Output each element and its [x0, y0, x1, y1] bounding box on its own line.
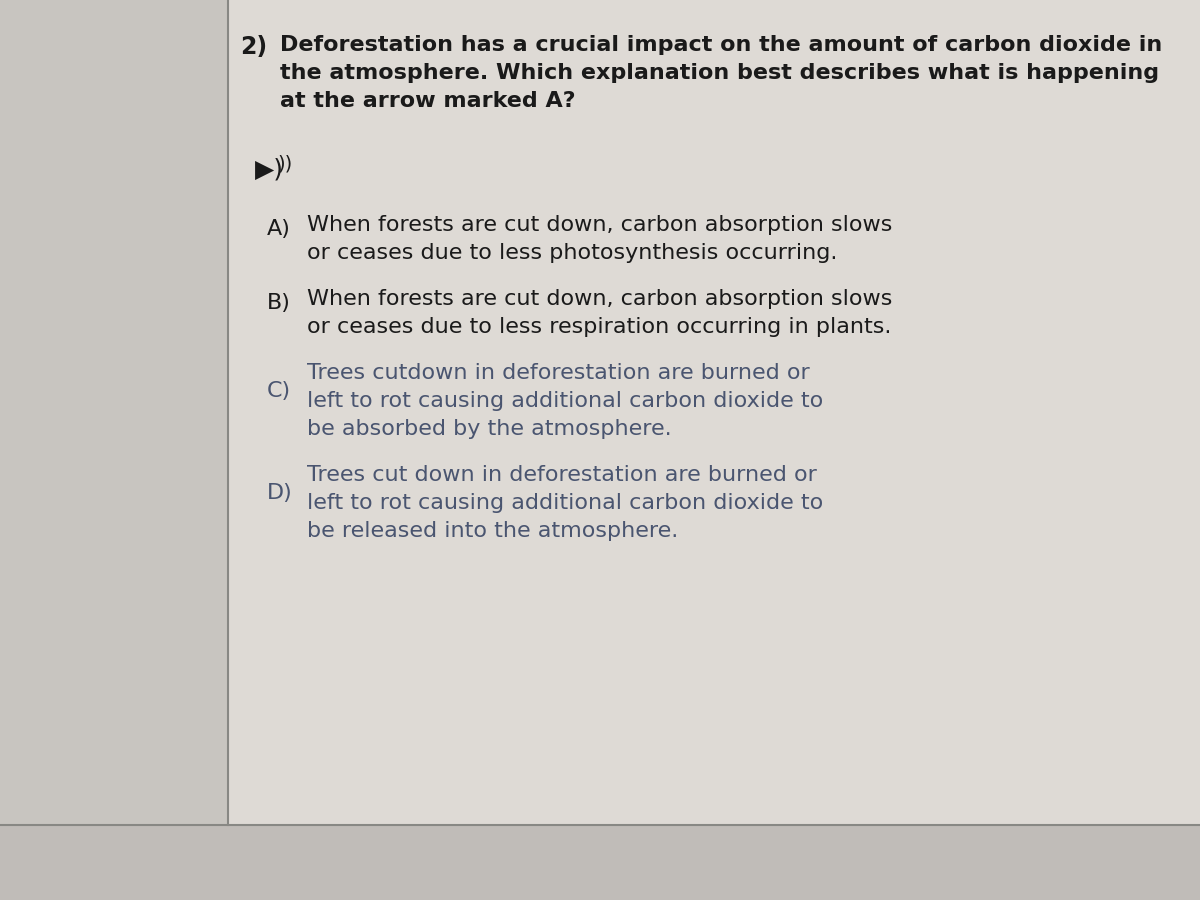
Bar: [228, 0, 1200, 825]
Text: the atmosphere. Which explanation best describes what is happening: the atmosphere. Which explanation best d…: [280, 63, 1159, 83]
Text: A): A): [266, 219, 290, 239]
Text: D): D): [266, 483, 293, 503]
Bar: [0, 0, 228, 825]
Text: 2): 2): [240, 35, 268, 59]
Text: When forests are cut down, carbon absorption slows: When forests are cut down, carbon absorp…: [307, 215, 893, 235]
Text: left to rot causing additional carbon dioxide to: left to rot causing additional carbon di…: [307, 493, 823, 513]
Text: be absorbed by the atmosphere.: be absorbed by the atmosphere.: [307, 419, 672, 439]
Text: B): B): [266, 293, 290, 313]
Text: left to rot causing additional carbon dioxide to: left to rot causing additional carbon di…: [307, 391, 823, 411]
Text: at the arrow marked A?: at the arrow marked A?: [280, 91, 576, 111]
Text: When forests are cut down, carbon absorption slows: When forests are cut down, carbon absorp…: [307, 289, 893, 309]
Text: ▶): ▶): [256, 158, 284, 182]
Text: Trees cutdown in deforestation are burned or: Trees cutdown in deforestation are burne…: [307, 363, 810, 383]
Text: be released into the atmosphere.: be released into the atmosphere.: [307, 521, 678, 541]
Text: or ceases due to less photosynthesis occurring.: or ceases due to less photosynthesis occ…: [307, 243, 838, 263]
Bar: [0, 825, 1200, 900]
Text: )): )): [277, 154, 293, 173]
Text: Trees cut down in deforestation are burned or: Trees cut down in deforestation are burn…: [307, 465, 817, 485]
Text: or ceases due to less respiration occurring in plants.: or ceases due to less respiration occurr…: [307, 317, 892, 337]
Text: Deforestation has a crucial impact on the amount of carbon dioxide in: Deforestation has a crucial impact on th…: [280, 35, 1163, 55]
Text: C): C): [266, 381, 292, 401]
